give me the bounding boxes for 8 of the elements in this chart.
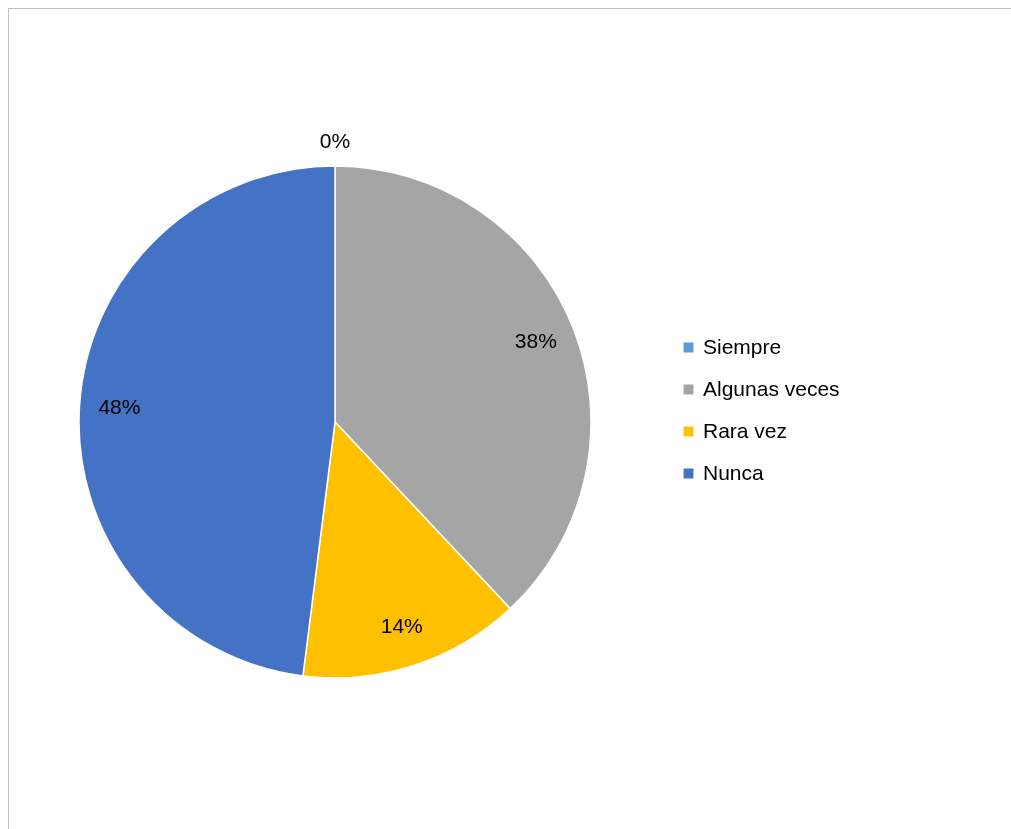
data-label: 14% <box>380 614 423 638</box>
legend-label: Rara vez <box>703 418 788 442</box>
legend-label: Siempre <box>703 334 782 358</box>
text: 0% <box>319 129 351 152</box>
legend-label: Algunas veces <box>703 376 840 400</box>
data-label: 48% <box>98 395 141 419</box>
data-label: 38% <box>514 329 557 353</box>
legend-label: Nunca <box>703 460 765 484</box>
